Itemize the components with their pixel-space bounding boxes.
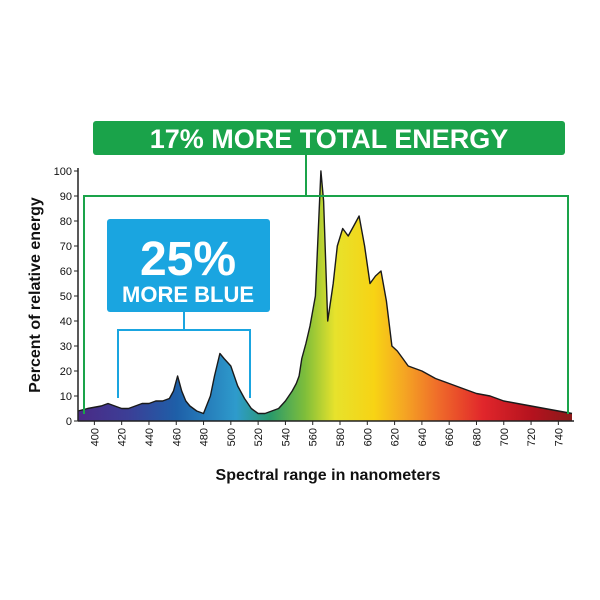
x-tick-label: 420 xyxy=(117,428,129,446)
y-axis-title: Percent of relative energy xyxy=(27,197,44,393)
total-energy-bracket xyxy=(83,195,569,414)
x-tick-label: 700 xyxy=(499,428,511,446)
more-blue-annotation: 25% MORE BLUE xyxy=(107,219,270,398)
x-tick-label: 680 xyxy=(471,428,483,446)
y-tick-layer: 0 10 20 30 40 50 60 70 80 90 100 xyxy=(54,166,78,428)
x-tick-label: 480 xyxy=(199,428,211,446)
x-tick-label: 540 xyxy=(280,428,292,446)
x-tick-label: 500 xyxy=(226,428,238,446)
total-energy-label: 17% MORE TOTAL ENERGY xyxy=(150,124,509,154)
y-tick-label: 20 xyxy=(60,366,72,378)
y-tick-label: 30 xyxy=(60,341,72,353)
y-tick-label: 10 xyxy=(60,391,72,403)
y-tick-label: 90 xyxy=(60,191,72,203)
x-tick-label: 660 xyxy=(444,428,456,446)
more-blue-badge xyxy=(107,219,270,312)
more-blue-percent: 25% xyxy=(140,233,236,286)
x-tick-label: 460 xyxy=(171,428,183,446)
y-tick-label: 70 xyxy=(60,241,72,253)
y-tick-label: 40 xyxy=(60,316,72,328)
x-tick-label: 440 xyxy=(144,428,156,446)
x-tick-layer: 400 420 440 460 480 500 520 540 560 580 600 620 640 6… xyxy=(89,421,565,446)
y-tick-label: 50 xyxy=(60,291,72,303)
chart-axes xyxy=(77,168,574,422)
x-tick-label: 520 xyxy=(253,428,265,446)
spectrum-area xyxy=(78,171,572,421)
x-tick-label: 740 xyxy=(553,428,565,446)
x-tick-label: 640 xyxy=(417,428,429,446)
x-axis-title: Spectral range in nanometers xyxy=(216,467,441,484)
y-tick-label: 0 xyxy=(66,416,72,428)
y-tick-label: 80 xyxy=(60,216,72,228)
spectrum-outline xyxy=(77,170,573,415)
more-blue-label: MORE BLUE xyxy=(122,282,254,307)
y-tick-label: 60 xyxy=(60,266,72,278)
total-energy-annotation: 17% MORE TOTAL ENERGY xyxy=(83,121,569,414)
x-tick-label: 620 xyxy=(390,428,402,446)
x-tick-label: 560 xyxy=(308,428,320,446)
spectrum-area-layer xyxy=(77,170,573,421)
x-tick-label: 580 xyxy=(335,428,347,446)
y-tick-label: 100 xyxy=(54,166,72,178)
x-tick-label: 720 xyxy=(526,428,538,446)
x-tick-label: 400 xyxy=(89,428,101,446)
total-energy-badge xyxy=(93,121,565,155)
x-tick-label: 600 xyxy=(362,428,374,446)
